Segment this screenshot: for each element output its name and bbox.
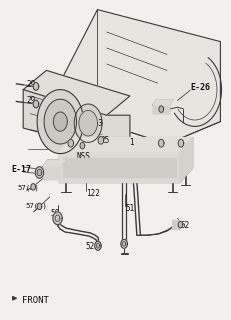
Polygon shape [33,100,39,108]
Polygon shape [33,83,39,90]
Polygon shape [68,140,73,147]
Text: 25: 25 [100,136,110,145]
Polygon shape [37,169,42,176]
Text: 51: 51 [125,204,134,213]
Polygon shape [158,140,163,147]
Polygon shape [120,239,127,248]
Polygon shape [59,152,179,182]
Polygon shape [31,184,35,190]
Polygon shape [37,203,42,210]
Text: 123: 123 [89,119,103,128]
Polygon shape [177,140,183,147]
Text: 1: 1 [128,138,133,147]
Polygon shape [59,138,192,152]
Polygon shape [23,90,129,150]
Polygon shape [53,112,67,131]
Polygon shape [152,100,172,105]
Polygon shape [98,137,103,144]
Text: FRONT: FRONT [22,296,49,305]
Text: 29: 29 [27,96,36,105]
Polygon shape [94,241,101,250]
Polygon shape [44,99,76,144]
Polygon shape [179,138,192,182]
Polygon shape [37,90,83,154]
Polygon shape [171,220,178,229]
Text: 57(A): 57(A) [17,185,39,191]
Text: 122: 122 [85,189,99,198]
Polygon shape [177,221,182,228]
Polygon shape [23,70,129,115]
Polygon shape [58,10,219,144]
Text: E-17: E-17 [11,165,31,174]
Text: 29: 29 [27,80,36,89]
Polygon shape [35,167,43,178]
Text: 52: 52 [85,242,94,251]
Polygon shape [74,104,102,142]
Polygon shape [152,105,169,113]
Text: NSS: NSS [76,152,90,161]
Polygon shape [53,212,62,225]
Polygon shape [79,110,97,136]
Polygon shape [80,142,84,149]
Text: E-26: E-26 [189,83,209,92]
Text: 57(B): 57(B) [25,202,47,209]
Text: 52: 52 [180,221,189,230]
Text: 50: 50 [50,209,60,218]
Polygon shape [63,158,175,177]
Polygon shape [43,166,60,179]
Polygon shape [43,160,65,166]
Polygon shape [158,106,163,112]
